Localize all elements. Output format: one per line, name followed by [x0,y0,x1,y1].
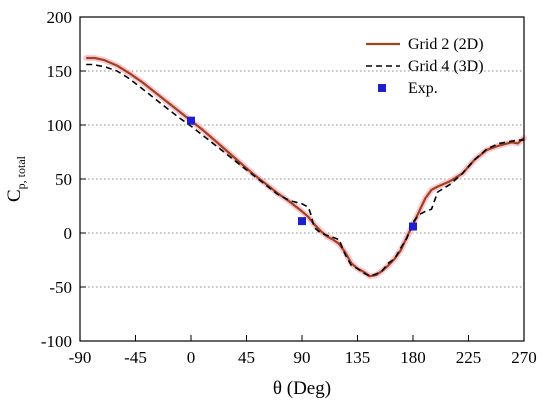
series-line-grid-4-3d [86,63,524,278]
y-tick-label: 200 [47,8,73,27]
x-tick-label: -90 [69,348,92,367]
x-tick-label: -45 [124,348,147,367]
x-tick-label: 135 [345,348,371,367]
legend-marker-exp [378,84,386,92]
y-axis-title-subscript: p, total [14,155,28,189]
y-tick-label: 100 [47,116,73,135]
series-line-grid-2-2d [86,56,525,278]
x-tick-label: 0 [187,348,196,367]
x-axis-title: θ (Deg) [273,378,331,399]
x-tick-label: 45 [238,348,255,367]
legend: Grid 2 (2D) Grid 4 (3D) Exp. [366,36,484,97]
y-tick-label: -100 [41,332,72,351]
x-tick-label: 270 [511,348,537,367]
series-layer [83,55,527,280]
y-tick-label: -50 [49,278,72,297]
y-axis-title: Cp, total [4,155,28,202]
exp-point [298,217,306,226]
x-tick-label: 225 [456,348,482,367]
y-axis-title-main: C [4,189,25,202]
legend-label-exp: Exp. [408,80,438,97]
exp-point [187,116,195,125]
x-tick-label: 90 [294,348,311,367]
y-tick-label: 50 [55,170,72,189]
y-tick-label: 0 [64,224,73,243]
legend-label-grid-4-3d: Grid 4 (3D) [408,58,484,75]
y-tick-label: 150 [47,62,73,81]
legend-label-grid-2-2d: Grid 2 (2D) [408,36,484,53]
x-tick-label: 180 [400,348,426,367]
ticks [79,16,525,342]
exp-point [409,222,417,231]
tick-labels: -90 -45 0 45 90 135 180 225 270 -100 -50 0 50 100 150 2… [41,8,537,367]
